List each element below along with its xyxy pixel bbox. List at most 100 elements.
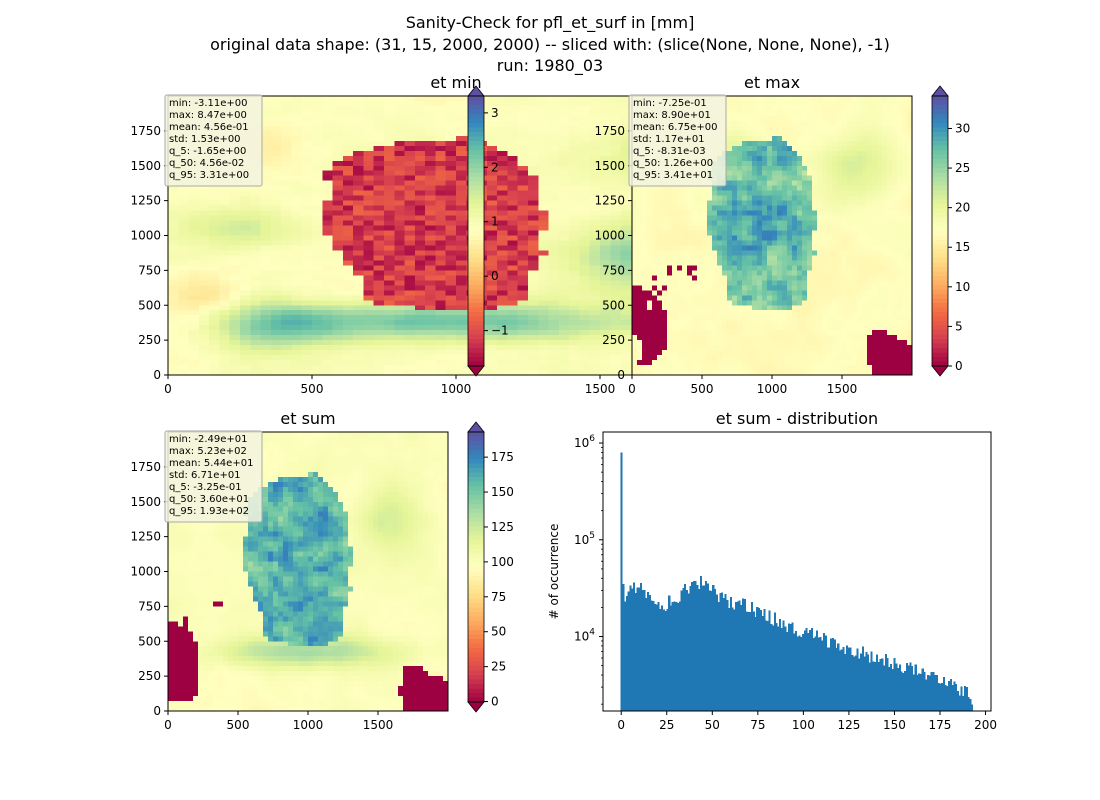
- map-cell: [772, 125, 778, 132]
- map-cell: [677, 205, 683, 212]
- map-cell: [435, 210, 447, 217]
- map-cell: [782, 215, 788, 222]
- map-cell: [702, 265, 708, 271]
- map-cell: [322, 300, 334, 306]
- map-cell: [528, 125, 539, 132]
- map-cell: [620, 250, 632, 257]
- map-cell: [727, 250, 733, 257]
- map-cell: [558, 105, 570, 112]
- map-cell: [435, 345, 447, 351]
- map-cell: [414, 345, 426, 351]
- map-cell: [538, 235, 550, 242]
- map-cell: [702, 240, 708, 247]
- map-cell: [528, 270, 539, 276]
- map-cell: [657, 200, 663, 207]
- map-cell: [507, 355, 519, 361]
- map-cell: [558, 150, 570, 157]
- map-cell: [692, 270, 698, 276]
- map-cell: [353, 145, 365, 152]
- map-cell: [219, 215, 231, 222]
- map-cell: [767, 295, 773, 301]
- map-cell: [281, 355, 293, 361]
- map-cell: [752, 350, 758, 356]
- map-cell: [270, 355, 282, 361]
- map-cell: [497, 275, 509, 281]
- map-cell: [757, 200, 763, 207]
- map-cell: [486, 120, 498, 127]
- map-cell: [229, 280, 241, 286]
- map-cell: [687, 310, 693, 316]
- map-cell: [767, 160, 773, 167]
- map-cell: [687, 250, 693, 257]
- map-cell: [497, 140, 509, 147]
- map-cell: [712, 210, 718, 217]
- map-cell: [647, 310, 653, 316]
- map-cell: [782, 370, 788, 376]
- map-cell: [742, 145, 748, 152]
- map-cell: [373, 365, 385, 371]
- map-cell: [757, 140, 763, 147]
- map-cell: [787, 96, 793, 102]
- map-cell: [260, 185, 272, 192]
- map-cell: [657, 300, 663, 306]
- map-cell: [414, 130, 426, 137]
- map-cell: [178, 200, 190, 207]
- map-cell: [672, 280, 678, 286]
- map-cell: [291, 305, 303, 311]
- map-cell: [414, 235, 426, 242]
- map-cell: [672, 310, 678, 316]
- map-cell: [667, 235, 673, 242]
- map-cell: [548, 140, 560, 147]
- map-cell: [600, 265, 611, 271]
- map-cell: [569, 340, 581, 346]
- map-cell: [445, 195, 457, 202]
- map-cell: [445, 280, 457, 286]
- map-cell: [353, 245, 365, 252]
- map-cell: [727, 265, 733, 271]
- map-cell: [579, 180, 591, 187]
- colorbar-segment: [468, 226, 484, 232]
- map-cell: [747, 335, 753, 341]
- map-cell: [732, 250, 738, 257]
- map-cell: [682, 370, 688, 376]
- map-cell: [363, 225, 375, 232]
- map-cell: [757, 370, 763, 376]
- map-cell: [507, 260, 519, 266]
- map-cell: [569, 250, 581, 257]
- map-cell: [692, 280, 698, 286]
- map-cell: [747, 120, 753, 127]
- map-cell: [637, 250, 643, 257]
- map-cell: [697, 240, 703, 247]
- map-cell: [332, 100, 344, 107]
- map-cell: [579, 360, 591, 366]
- map-cell: [772, 110, 778, 117]
- map-cell: [747, 110, 753, 117]
- map-cell: [712, 225, 718, 232]
- map-cell: [702, 290, 708, 296]
- map-cell: [600, 175, 611, 182]
- map-cell: [373, 245, 385, 252]
- map-cell: [620, 210, 632, 217]
- map-cell: [312, 205, 323, 212]
- map-cell: [742, 275, 748, 281]
- map-cell: [456, 160, 467, 167]
- map-cell: [414, 110, 426, 117]
- map-cell: [652, 275, 658, 281]
- map-cell: [642, 370, 648, 376]
- map-cell: [538, 120, 550, 127]
- map-cell: [435, 235, 447, 242]
- map-cell: [301, 245, 313, 252]
- map-cell: [497, 300, 509, 306]
- map-cell: [742, 150, 748, 157]
- map-cell: [697, 300, 703, 306]
- map-cell: [747, 205, 753, 212]
- map-cell: [291, 215, 303, 222]
- map-cell: [291, 130, 303, 137]
- colorbar-segment: [468, 123, 484, 129]
- map-cell: [642, 325, 648, 331]
- map-cell: [260, 200, 272, 207]
- map-cell: [312, 370, 323, 376]
- map-cell: [692, 335, 698, 341]
- map-cell: [404, 290, 416, 296]
- map-cell: [384, 215, 395, 222]
